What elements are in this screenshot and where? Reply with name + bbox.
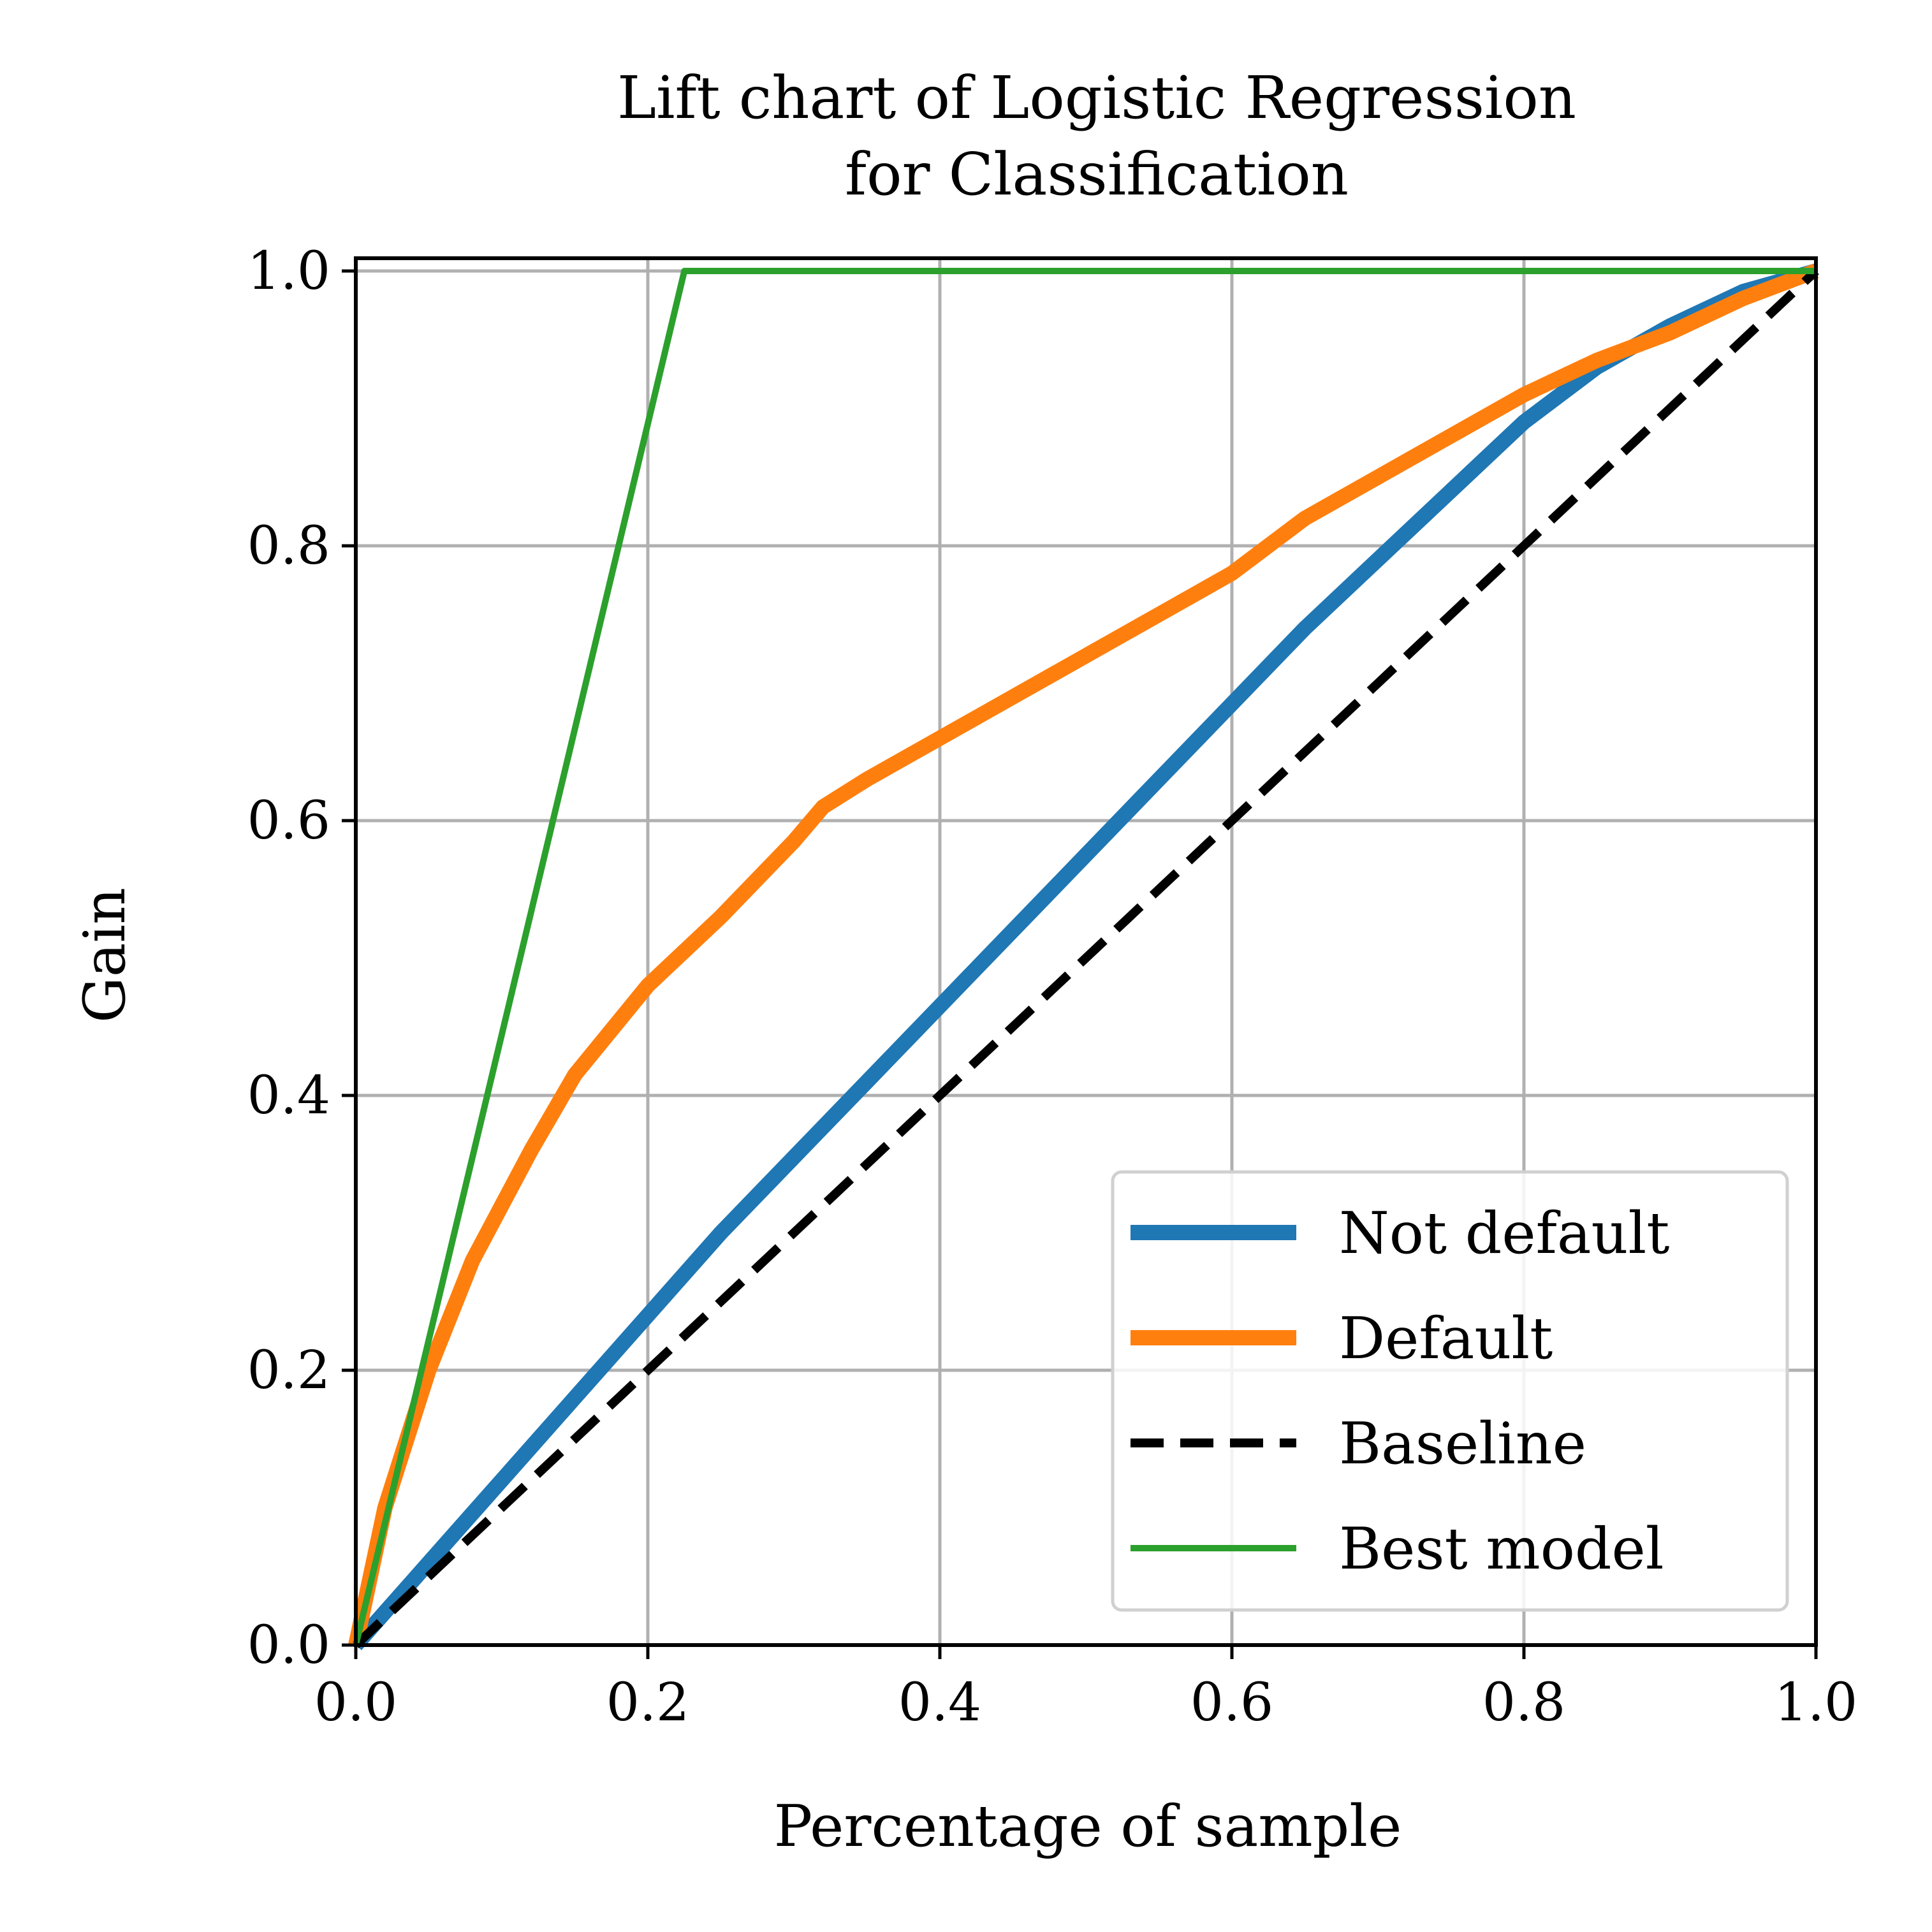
plot-area: 0.0 0.2 0.4 0.6 0.8 1.0 0.0 0.2 0.4 0.6 0.8 1.0 <box>247 241 1858 1733</box>
x-tick-label: 0.6 <box>1190 1672 1273 1733</box>
chart-title-line-2: for Classification <box>845 140 1349 209</box>
x-tick-label: 0.2 <box>606 1672 689 1733</box>
x-tick-label: 1.0 <box>1775 1672 1857 1733</box>
legend-label-best-model: Best model <box>1339 1516 1664 1583</box>
x-tick-label: 0.0 <box>314 1672 397 1733</box>
chart-title-line-1: Lift chart of Logistic Regression <box>617 64 1576 132</box>
y-tick-label: 0.0 <box>247 1615 330 1676</box>
y-tick-label: 0.8 <box>247 516 330 576</box>
legend-label-default: Default <box>1339 1305 1553 1372</box>
x-tick-label: 0.4 <box>898 1672 981 1733</box>
y-tick-label: 0.2 <box>247 1340 330 1401</box>
x-tick-label: 0.8 <box>1482 1672 1565 1733</box>
series-line-baseline <box>353 267 1819 1649</box>
legend-label-baseline: Baseline <box>1339 1410 1586 1477</box>
legend: Not default Default Baseline Best model <box>1111 1170 1789 1612</box>
legend-label-not-default: Not default <box>1339 1200 1669 1267</box>
y-tick-label: 0.6 <box>247 791 330 851</box>
series-line-default <box>348 263 1819 1647</box>
legend-box <box>1111 1170 1789 1612</box>
series-line-not-default <box>350 263 1819 1650</box>
y-axis-label: Gain <box>71 888 138 1023</box>
series-line-best-model <box>353 268 1816 1646</box>
axes-frame <box>354 256 1818 1647</box>
y-tick-label: 0.4 <box>247 1065 330 1126</box>
x-axis-label: Percentage of sample <box>774 1793 1402 1860</box>
y-tick-label: 1.0 <box>247 241 330 302</box>
